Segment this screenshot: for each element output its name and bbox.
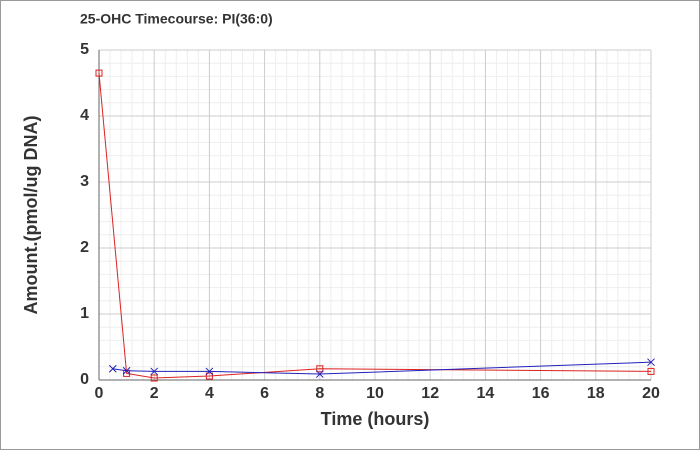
marker	[95, 69, 103, 77]
chart-title: 25-OHC Timecourse: PI(36:0)	[80, 11, 273, 27]
y-tick-label: 3	[80, 173, 89, 190]
x-tick-label: 8	[315, 385, 324, 402]
x-tick-label: 14	[477, 385, 495, 402]
marker	[205, 372, 213, 380]
marker	[647, 367, 655, 375]
marker	[122, 366, 131, 375]
x-tick-label: 6	[260, 385, 269, 402]
marker	[150, 367, 159, 376]
x-tick-label: 4	[205, 385, 214, 402]
x-tick-label: 12	[421, 385, 439, 402]
x-tick-label: 18	[587, 385, 605, 402]
series-line	[98, 73, 652, 379]
x-axis-title: Time (hours)	[321, 409, 430, 429]
y-tick-label: 2	[80, 239, 89, 256]
x-tick-label: 20	[642, 385, 660, 402]
marker	[205, 367, 214, 376]
x-tick-label: 2	[150, 385, 159, 402]
y-tick-label: 5	[80, 41, 89, 58]
series-line	[112, 361, 652, 375]
x-tick-label: 0	[95, 385, 104, 402]
marker	[316, 365, 324, 373]
marker	[315, 370, 324, 378]
marker	[108, 364, 117, 373]
marker	[647, 358, 655, 367]
y-tick-label: 1	[80, 305, 89, 322]
y-axis-title: Amount.(pmol/ug DNA)	[21, 116, 41, 315]
x-tick-label: 16	[532, 385, 550, 402]
marker	[150, 374, 158, 382]
x-tick-label: 10	[366, 385, 384, 402]
y-tick-label: 0	[80, 371, 89, 388]
y-tick-label: 4	[80, 107, 89, 124]
